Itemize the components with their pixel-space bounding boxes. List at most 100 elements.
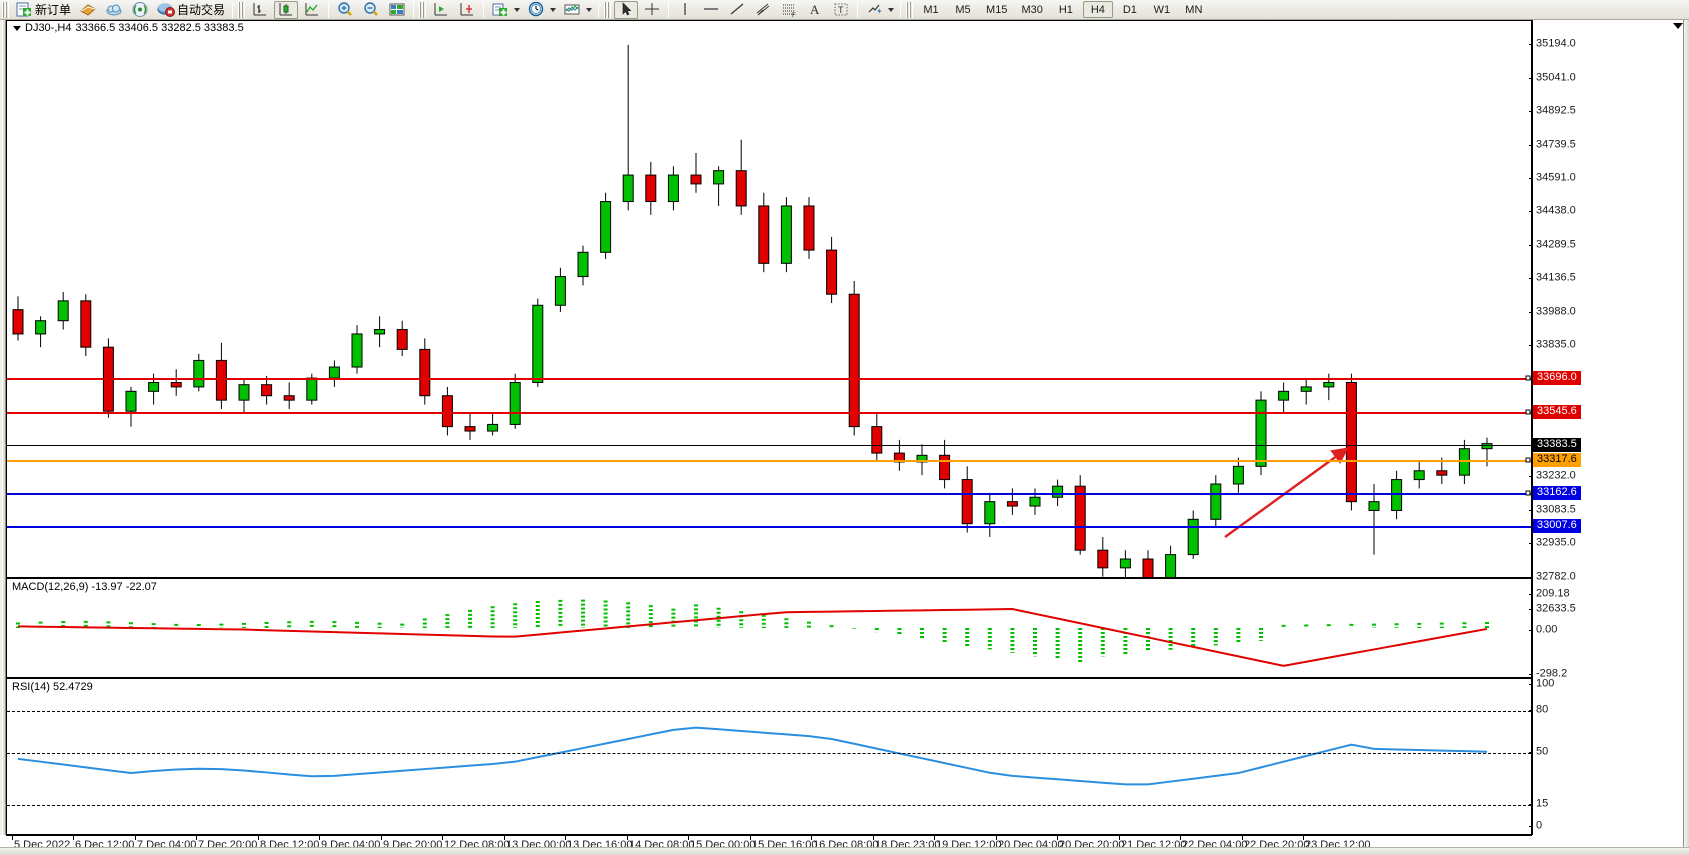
arrow-annotation[interactable] — [7, 21, 1531, 577]
rsi-tick-mark — [1529, 684, 1533, 685]
objects-dropdown-caret[interactable] — [888, 7, 895, 12]
candle — [1345, 373, 1357, 511]
equidistant-channel-button[interactable] — [751, 1, 775, 19]
autotrade-button[interactable]: 自动交易 — [154, 1, 228, 19]
price-level-tag[interactable]: 33696.0 — [1533, 371, 1581, 385]
toolbar-grip-2[interactable] — [238, 1, 246, 18]
shift-start-button[interactable] — [429, 1, 453, 19]
indicators-button[interactable] — [488, 1, 512, 19]
timeframe-h1[interactable]: H1 — [1058, 3, 1073, 16]
toolbar-separator-7 — [857, 1, 859, 18]
rsi-tick: 80 — [1536, 703, 1549, 716]
vline-button[interactable] — [673, 1, 697, 19]
fibonacci-button[interactable]: F — [777, 1, 801, 19]
price-level-tag[interactable]: 33383.5 — [1533, 438, 1581, 452]
macd-tick-mark — [1529, 594, 1533, 595]
price-level-tag[interactable]: 33162.6 — [1533, 486, 1581, 500]
price-tick-mark — [1529, 245, 1533, 246]
templates-dropdown-caret[interactable] — [586, 7, 593, 12]
price-pane[interactable]: DJ30-,H4 33366.5 33406.5 33282.5 33383.5 — [6, 20, 1532, 578]
candle — [35, 316, 47, 348]
cursor-button[interactable] — [614, 0, 639, 19]
line-chart-button[interactable] — [300, 1, 324, 19]
price-level-tag[interactable]: 33007.6 — [1533, 519, 1581, 533]
price-tick-mark — [1529, 211, 1533, 212]
price-level-line[interactable] — [7, 460, 1531, 462]
candle — [283, 382, 295, 409]
period-button[interactable] — [524, 1, 548, 19]
cloud-icon — [105, 1, 123, 18]
toolbar-grip-4[interactable] — [604, 1, 612, 18]
price-level-line[interactable] — [7, 378, 1531, 380]
candle — [1052, 479, 1064, 507]
candle — [735, 139, 747, 215]
level-anchor-handle[interactable] — [1525, 490, 1531, 496]
candle — [57, 292, 69, 330]
text-button[interactable]: A — [803, 1, 827, 19]
price-level-tag[interactable]: 33317.6 — [1533, 453, 1581, 467]
macd-pane[interactable]: MACD(12,26,9) -13.97 -22.07 — [6, 578, 1532, 678]
toolbar-grip-3[interactable] — [419, 1, 427, 18]
data-window-button[interactable] — [385, 1, 409, 19]
price-axis[interactable]: 35194.0 35041.0 34892.5 34739.5 34591.0 34438… — [1529, 20, 1683, 835]
bottom-scrollbar[interactable] — [0, 847, 1689, 855]
symbol-dropdown-icon[interactable] — [13, 25, 21, 31]
price-tick: 32782.0 — [1536, 570, 1576, 583]
chart-scroll-caret-icon[interactable] — [1673, 23, 1683, 29]
candlestick-button[interactable] — [274, 0, 299, 19]
templates-button[interactable] — [560, 1, 584, 19]
timeframe-m15[interactable]: M15 — [986, 3, 1008, 16]
timeframe-h4[interactable]: H4 — [1082, 1, 1113, 18]
indicators-dropdown-caret[interactable] — [514, 7, 521, 12]
right-scrollbar[interactable] — [1683, 20, 1689, 855]
crosshair-button[interactable] — [640, 1, 664, 19]
bar-chart-button[interactable] — [248, 1, 272, 19]
label-button[interactable]: T — [829, 1, 853, 19]
price-level-tag[interactable]: 33545.6 — [1533, 405, 1581, 419]
candle — [871, 413, 883, 462]
rsi-tick-mark — [1529, 710, 1533, 711]
price-level-line[interactable] — [7, 526, 1531, 528]
symbol-ohlc: 33366.5 33406.5 33282.5 33383.5 — [75, 22, 244, 34]
timeframe-m30[interactable]: M30 — [1021, 3, 1043, 16]
cloud-button[interactable] — [102, 1, 126, 19]
timeframe-w1[interactable]: W1 — [1153, 3, 1171, 16]
zoom-out-button[interactable] — [359, 1, 383, 19]
rsi-tick-mark — [1529, 826, 1533, 827]
price-tick-mark — [1529, 345, 1533, 346]
shift-end-icon — [458, 1, 476, 18]
time-tick-mark — [996, 836, 997, 840]
zoom-in-button[interactable] — [333, 1, 357, 19]
candle — [667, 166, 679, 211]
price-level-line[interactable] — [7, 493, 1531, 495]
new-order-button[interactable]: 新订单 — [12, 1, 74, 19]
candle — [984, 492, 996, 537]
level-anchor-handle[interactable] — [1525, 457, 1531, 463]
price-level-line[interactable] — [7, 445, 1531, 446]
time-tick-mark — [135, 836, 136, 840]
signal-button[interactable] — [128, 1, 152, 19]
price-tick-mark — [1529, 609, 1533, 610]
level-anchor-handle[interactable] — [1525, 409, 1531, 415]
price-tick: 34438.0 — [1536, 204, 1576, 217]
shift-end-button[interactable] — [455, 1, 479, 19]
left-scrollbar[interactable] — [0, 20, 6, 835]
timeframe-m5[interactable]: M5 — [955, 3, 971, 16]
period-dropdown-caret[interactable] — [550, 7, 557, 12]
level-anchor-handle[interactable] — [1525, 375, 1531, 381]
timeframe-d1[interactable]: D1 — [1122, 3, 1137, 16]
timeframe-mn[interactable]: MN — [1185, 3, 1203, 16]
toolbar-grip[interactable] — [2, 1, 9, 18]
rsi-pane[interactable]: RSI(14) 52.4729 — [6, 678, 1532, 835]
line-chart-icon — [303, 1, 321, 18]
timeframe-m1[interactable]: M1 — [923, 3, 939, 16]
rsi-level-15 — [7, 805, 1531, 806]
candle — [1029, 488, 1041, 515]
book-button[interactable] — [76, 1, 100, 19]
hline-button[interactable] — [699, 1, 723, 19]
objects-button[interactable] — [862, 1, 886, 19]
toolbar-grip-5[interactable] — [906, 1, 914, 18]
trendline-button[interactable] — [725, 1, 749, 19]
price-level-line[interactable] — [7, 412, 1531, 414]
price-tick: 33232.0 — [1536, 469, 1576, 482]
